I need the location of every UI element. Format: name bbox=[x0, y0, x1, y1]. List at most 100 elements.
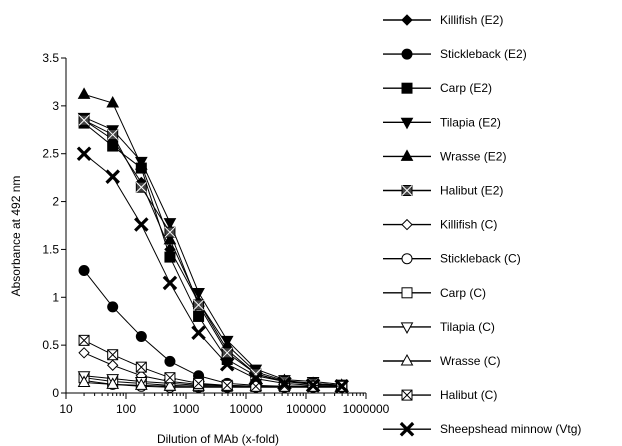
legend-label: Wrasse (E2) bbox=[440, 149, 506, 163]
data-point bbox=[107, 140, 119, 152]
legend-label: Killifish (E2) bbox=[440, 13, 503, 27]
data-point bbox=[192, 288, 205, 300]
data-point bbox=[77, 87, 91, 99]
data-point bbox=[163, 218, 177, 230]
y-tick-label: 0 bbox=[52, 386, 59, 400]
data-point bbox=[105, 169, 120, 184]
data-point bbox=[193, 310, 205, 322]
data-point bbox=[106, 95, 120, 108]
series-line bbox=[83, 339, 342, 387]
data-point bbox=[134, 158, 148, 170]
legend-item: Sheepshead minnow (Vtg) bbox=[383, 421, 581, 437]
legend-marker bbox=[401, 82, 413, 94]
data-point bbox=[77, 375, 91, 387]
data-point bbox=[76, 146, 92, 161]
y-tick-label: 2 bbox=[52, 195, 59, 209]
data-point bbox=[193, 377, 205, 389]
data-point bbox=[162, 275, 178, 291]
data-point bbox=[106, 359, 119, 371]
data-point bbox=[277, 376, 292, 391]
legend-item: Killifish (E2) bbox=[383, 13, 503, 27]
legend-label: Carp (E2) bbox=[440, 81, 492, 95]
data-point bbox=[334, 379, 349, 394]
data-point bbox=[164, 355, 176, 367]
series-line bbox=[83, 93, 342, 386]
legend-label: Halibut (E2) bbox=[440, 184, 503, 198]
legend-marker bbox=[401, 14, 413, 26]
data-point bbox=[219, 357, 235, 372]
series-line bbox=[83, 122, 342, 386]
data-point bbox=[78, 334, 90, 346]
legend-item: Stickleback (E2) bbox=[383, 47, 527, 61]
legend-marker bbox=[401, 218, 413, 231]
x-tick-label: 10000 bbox=[229, 402, 263, 416]
data-point bbox=[107, 129, 119, 141]
y-tick-label: 0.5 bbox=[42, 338, 59, 352]
axes: Absorbance at 492 nm Dilution of MAb (x-… bbox=[9, 51, 390, 446]
data-point bbox=[135, 361, 147, 373]
series-8 bbox=[78, 372, 348, 392]
x-tick-label: 1000000 bbox=[343, 402, 390, 416]
y-tick-label: 1.5 bbox=[42, 242, 59, 256]
legend-marker bbox=[401, 287, 413, 299]
data-point bbox=[134, 378, 148, 390]
data-point bbox=[164, 251, 176, 263]
data-point bbox=[134, 217, 149, 232]
data-point bbox=[221, 379, 233, 391]
data-point bbox=[78, 347, 90, 359]
x-tick-label: 1000 bbox=[173, 402, 200, 416]
y-tick-label: 3.5 bbox=[42, 51, 59, 65]
x-tick-label: 100000 bbox=[286, 402, 326, 416]
data-point bbox=[248, 371, 264, 386]
legend-label: Sheepshead minnow (Vtg) bbox=[440, 422, 581, 436]
legend-label: Halibut (C) bbox=[440, 388, 497, 402]
data-point bbox=[191, 325, 206, 340]
legend-item: Carp (E2) bbox=[383, 81, 492, 95]
series-line bbox=[83, 153, 342, 387]
legend-marker bbox=[400, 353, 414, 366]
x-axis-label: Dilution of MAb (x-fold) bbox=[157, 432, 279, 446]
data-point bbox=[107, 349, 119, 361]
data-point bbox=[164, 372, 176, 384]
legend-marker bbox=[400, 149, 414, 161]
legend-label: Tilapia (E2) bbox=[440, 115, 501, 129]
legend-label: Wrasse (C) bbox=[440, 354, 500, 368]
data-point bbox=[135, 181, 147, 193]
legend-label: Carp (C) bbox=[440, 286, 486, 300]
x-tick-label: 10 bbox=[59, 402, 73, 416]
legend-item: Tilapia (E2) bbox=[383, 115, 501, 130]
y-axis-label: Absorbance at 492 nm bbox=[9, 176, 23, 297]
data-point bbox=[221, 347, 233, 359]
legend-marker bbox=[401, 48, 413, 60]
series-2 bbox=[78, 117, 348, 391]
legend-item: Tilapia (C) bbox=[383, 320, 495, 334]
plot-area bbox=[76, 87, 349, 394]
series-line bbox=[83, 116, 342, 385]
legend-marker bbox=[400, 322, 414, 334]
legend-item: Halibut (E2) bbox=[383, 184, 503, 198]
legend-item: Killifish (C) bbox=[383, 218, 497, 232]
legend: Killifish (E2) Stickleback (E2) Carp (E2) T… bbox=[383, 13, 581, 437]
legend-label: Stickleback (C) bbox=[440, 252, 521, 266]
data-point bbox=[305, 378, 321, 393]
legend-item: Wrasse (C) bbox=[383, 353, 500, 368]
series-12 bbox=[76, 146, 349, 394]
legend-item: Halibut (C) bbox=[383, 388, 497, 402]
legend-marker bbox=[401, 185, 413, 196]
series-line bbox=[83, 119, 342, 386]
y-tick-label: 2.5 bbox=[42, 147, 59, 161]
data-point bbox=[78, 114, 90, 126]
legend-item: Carp (C) bbox=[383, 286, 486, 300]
legend-item: Wrasse (E2) bbox=[383, 149, 506, 163]
legend-marker bbox=[400, 117, 414, 130]
data-point bbox=[164, 226, 176, 238]
series-line bbox=[83, 119, 342, 386]
legend-marker bbox=[399, 421, 415, 437]
data-point bbox=[135, 331, 147, 343]
legend-marker bbox=[401, 389, 413, 401]
legend-label: Stickleback (E2) bbox=[440, 47, 527, 61]
series-4 bbox=[77, 87, 349, 390]
legend-label: Killifish (C) bbox=[440, 218, 497, 232]
legend-marker bbox=[401, 253, 413, 265]
